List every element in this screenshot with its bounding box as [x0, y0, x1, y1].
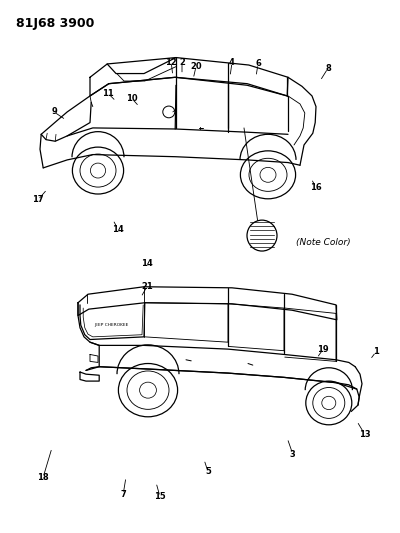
Text: 11: 11 — [102, 89, 114, 98]
Text: 13: 13 — [359, 430, 371, 439]
Text: 17: 17 — [32, 196, 44, 204]
Text: 18: 18 — [37, 473, 49, 481]
Text: 20: 20 — [190, 62, 202, 71]
Text: 14: 14 — [112, 225, 124, 233]
Text: 7: 7 — [120, 490, 126, 498]
Text: 10: 10 — [126, 94, 138, 103]
Text: 3: 3 — [290, 450, 296, 458]
Text: 5: 5 — [205, 467, 211, 476]
Text: (Note Color): (Note Color) — [296, 238, 351, 247]
Text: 4: 4 — [229, 58, 235, 67]
Text: 81J68 3900: 81J68 3900 — [16, 17, 94, 30]
Text: JEEP CHEROKEE: JEEP CHEROKEE — [94, 323, 128, 327]
Text: 6: 6 — [255, 60, 261, 68]
Text: 16: 16 — [310, 183, 322, 192]
Text: 14: 14 — [141, 260, 153, 268]
Text: 8: 8 — [325, 64, 331, 72]
Text: 9: 9 — [51, 108, 57, 116]
Text: 12: 12 — [165, 58, 177, 67]
Text: 15: 15 — [154, 492, 166, 501]
Text: 1: 1 — [373, 348, 379, 356]
Text: 19: 19 — [317, 345, 329, 353]
Text: 21: 21 — [141, 282, 153, 290]
Ellipse shape — [247, 220, 277, 251]
Text: 2: 2 — [179, 58, 185, 67]
